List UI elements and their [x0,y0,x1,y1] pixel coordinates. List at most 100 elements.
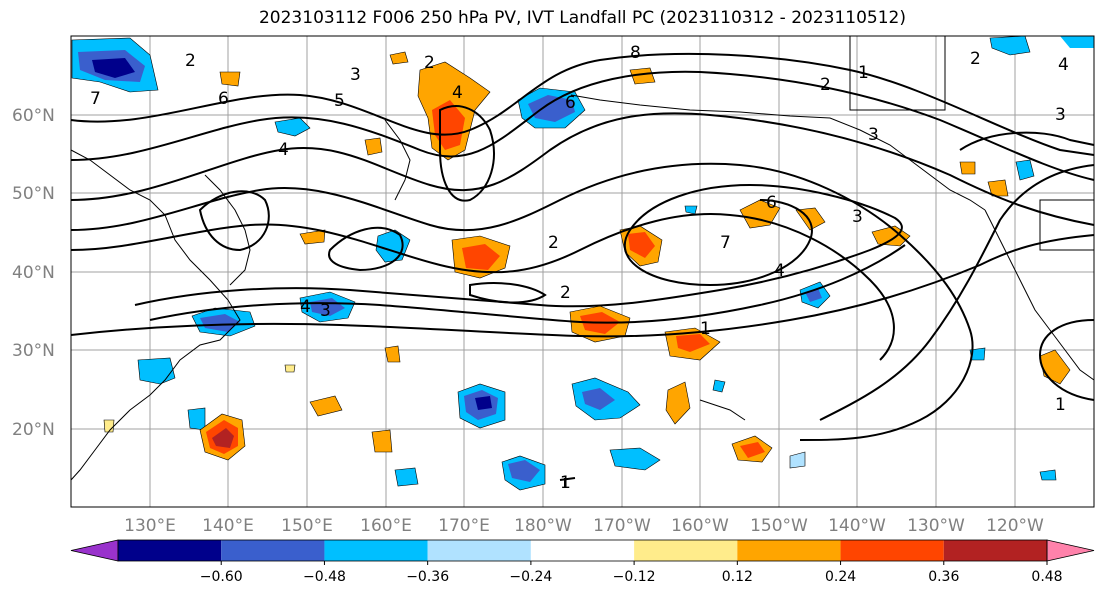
colorbar-extend-low [70,539,119,562]
contour-label: 4 [1058,55,1069,75]
contour-label: 2 [820,75,831,95]
pv-pos-region [665,381,691,425]
coastline-na-west [984,209,1095,381]
contour-label: 3 [852,207,863,227]
colorbar-segment [324,540,428,561]
map-title: 2023103112 F006 250 hPa PV, IVT Landfall… [258,8,906,28]
colorbar: −0.60 −0.48 −0.36 −0.24 −0.12 0.12 0.24 0.36 0.4… [70,539,1095,585]
lat-label-40n: 40°N [12,263,55,283]
colorbar-segments [70,539,1095,562]
contour-line [328,226,404,272]
contour-line [70,112,1095,226]
colorbar-tick-label: −0.48 [303,569,346,585]
pv-neg-region [394,467,419,487]
contour-line [70,162,974,441]
lat-label-50n: 50°N [12,184,55,204]
contour-label: 1 [858,63,869,83]
pv-pos-region [384,345,401,363]
longitude-labels: 130°E 140°E 150°E 160°E 170°E 180°W 170°… [124,516,1044,536]
pv-neg-region [475,396,492,410]
contour-label: 1 [700,319,711,339]
contour-label: 4 [278,140,289,160]
lon-label-140w: 140°W [828,516,886,536]
pv-pos-region [371,429,393,453]
colorbar-segment [221,540,325,561]
map-area: 2 3 5 7 6 8 2 4 3 4 2 3 4 2 4 6 3 7 2 1 … [70,35,1095,508]
colorbar-ticks: −0.60 −0.48 −0.36 −0.24 −0.12 0.12 0.24 0.36 0.4… [200,561,1063,585]
lon-label-180w: 180°W [514,516,572,536]
coastline-hawaii [699,399,746,421]
pv-neg-region [712,379,726,393]
contour-label: 4 [300,297,311,317]
contour-label: 1 [1055,395,1066,415]
contour-label: 6 [218,89,229,109]
contour-label: 6 [766,193,777,213]
lat-label-20n: 20°N [12,420,55,440]
contour-line [70,52,1095,156]
colorbar-segment [634,540,738,561]
contour-label: 3 [1055,105,1066,125]
contour-line [819,164,1095,421]
lon-label-160w: 160°W [671,516,729,536]
pv-neg-region [1039,469,1057,481]
latitude-labels: 60°N 50°N 40°N 30°N 20°N [12,106,55,440]
contour-label: 3 [320,301,331,321]
pv-pos-region [212,428,234,448]
pv-pos-region [739,199,781,229]
colorbar-extend-high [1046,539,1095,562]
pv-pos-region [389,51,409,65]
pv-neg-region [789,451,806,469]
lat-label-30n: 30°N [12,341,55,361]
colorbar-segment [118,540,222,561]
colorbar-tick-label: −0.36 [406,569,449,585]
lon-label-150e: 150°E [281,516,333,536]
pv-neg-region [609,447,661,471]
contour-label: 2 [548,233,559,253]
contour-line [439,105,495,202]
pv-pos-region [959,161,976,175]
contour-label: 5 [334,91,345,111]
pv-neg-region [200,314,240,332]
pv-pos-region [309,395,343,417]
colorbar-tick-label: −0.12 [613,569,656,585]
contour-label: 3 [868,125,879,145]
lon-label-170e: 170°E [438,516,490,536]
lon-label-150w: 150°W [750,516,808,536]
lon-label-130e: 130°E [124,516,176,536]
pv-pos-region [299,229,326,245]
pv-neg-region [582,388,615,410]
contour-line [70,70,1095,181]
pv-neg-region [187,407,206,431]
contour-line [149,244,906,324]
contour-line [1038,319,1095,401]
contour-label: 4 [452,83,463,103]
colorbar-tick-label: 0.12 [722,569,753,585]
lon-label-140e: 140°E [202,516,254,536]
contour-label: 6 [565,93,576,113]
lon-label-120w: 120°W [986,516,1044,536]
lon-label-170w: 170°W [593,516,651,536]
pv-pos-region [629,67,656,85]
contour-line [559,477,576,488]
pv-negative-shading [71,35,1094,491]
contour-line [134,183,903,308]
contour-label: 7 [90,89,101,109]
pv-neg-region [92,58,135,78]
contour-label: 8 [630,43,641,63]
pv-pos-region [740,442,765,458]
pv-positive-shading [103,51,1071,463]
colorbar-tick-label: 0.36 [928,569,959,585]
contour-line [469,282,547,304]
pv-pos-region [103,419,115,433]
contour-label: 2 [970,49,981,69]
contour-labels: 2 3 5 7 6 8 2 4 3 4 2 3 4 2 4 6 3 7 2 1 … [90,43,1069,493]
lon-label-130w: 130°W [907,516,965,536]
colorbar-segment [737,540,841,561]
pv-contours [70,52,1095,488]
map-frame [70,35,1095,508]
coastline-kamchatka [384,119,411,201]
contour-label: 2 [185,51,196,71]
lon-label-160e: 160°E [360,516,412,536]
contour-label: 1 [560,473,571,493]
